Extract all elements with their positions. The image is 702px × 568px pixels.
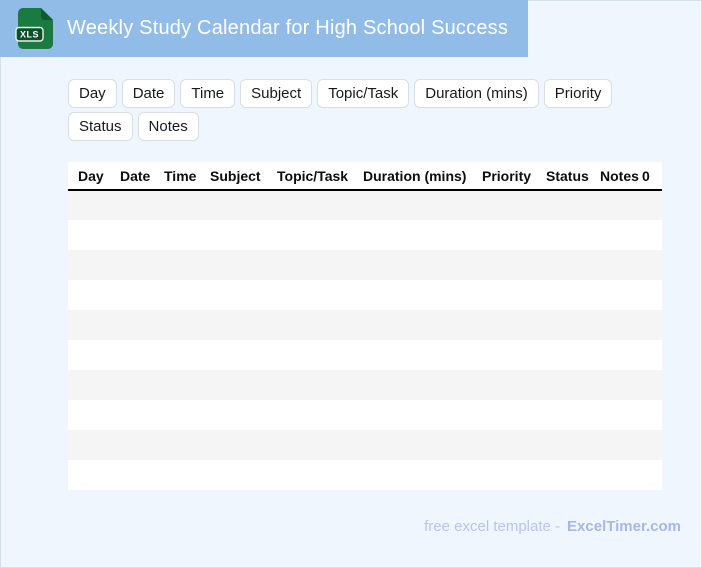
table-row xyxy=(68,430,662,460)
table-row xyxy=(68,370,662,400)
column-chip-list: Day Date Time Subject Topic/Task Duratio… xyxy=(68,79,672,141)
column-header-zero: 0 xyxy=(642,162,662,191)
chip-time[interactable]: Time xyxy=(180,79,236,108)
brand-link[interactable]: ExcelTimer.com xyxy=(567,518,681,535)
table-row xyxy=(68,310,662,340)
page-title: Weekly Study Calendar for High School Su… xyxy=(67,17,509,39)
xls-badge xyxy=(15,26,44,42)
table-row xyxy=(68,220,662,250)
table-row xyxy=(68,190,662,220)
chip-subject[interactable]: Subject xyxy=(240,79,313,108)
chip-notes[interactable]: Notes xyxy=(137,112,199,141)
footer-credit: free excel template - ExcelTimer.com xyxy=(424,518,681,535)
table-row xyxy=(68,400,662,430)
column-header-priority: Priority xyxy=(482,162,546,191)
column-header-date: Date xyxy=(120,162,164,191)
chip-priority[interactable]: Priority xyxy=(543,79,613,108)
xls-file-icon: XLS xyxy=(15,8,53,49)
chip-day[interactable]: Day xyxy=(68,79,117,108)
column-header-subject: Subject xyxy=(210,162,277,191)
table-row xyxy=(68,340,662,370)
table-row xyxy=(68,460,662,490)
chip-date[interactable]: Date xyxy=(121,79,176,108)
chip-duration[interactable]: Duration (mins) xyxy=(414,79,539,108)
table-row xyxy=(68,250,662,280)
table-header-row: Day Date Time Subject Topic/Task Duratio… xyxy=(68,162,662,191)
table-body xyxy=(68,190,662,490)
header-banner: XLS Weekly Study Calendar for High Schoo… xyxy=(0,0,528,57)
chip-status[interactable]: Status xyxy=(68,112,133,141)
column-header-status: Status xyxy=(546,162,600,191)
spreadsheet-preview-table: Day Date Time Subject Topic/Task Duratio… xyxy=(68,162,662,490)
column-header-duration: Duration (mins) xyxy=(363,162,482,191)
column-header-time: Time xyxy=(164,162,210,191)
column-header-notes: Notes xyxy=(600,162,642,191)
xls-badge-label: XLS xyxy=(20,30,39,40)
chip-topic-task[interactable]: Topic/Task xyxy=(317,79,410,108)
column-header-day: Day xyxy=(68,162,120,191)
file-fold xyxy=(41,8,53,20)
table-row xyxy=(68,280,662,310)
credit-text: free excel template - xyxy=(424,518,561,535)
column-header-topic-task: Topic/Task xyxy=(277,162,363,191)
